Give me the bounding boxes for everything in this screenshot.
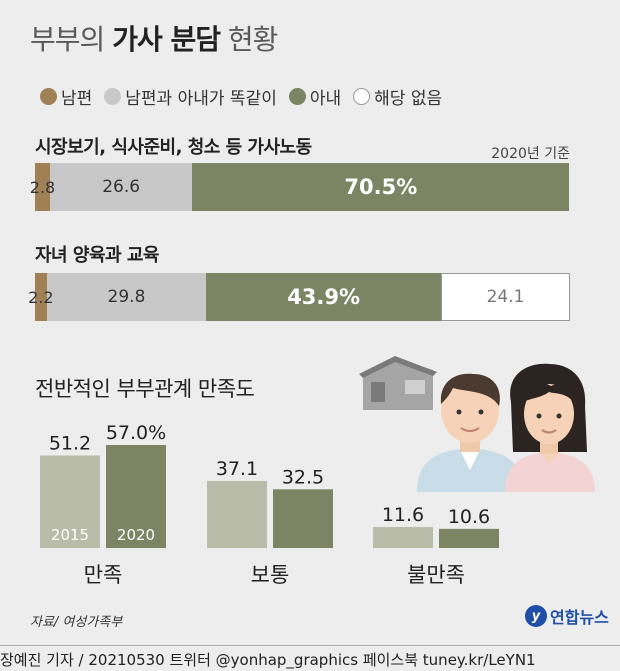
title-suffix: 현황: [219, 23, 279, 56]
satisfaction-title: 전반적인 부부관계 만족도: [35, 377, 255, 401]
row-label-childcare: 자녀 양육과 교육: [35, 245, 159, 266]
yonhap-logo: y 연합뉴스: [525, 604, 609, 628]
bar-segment: 70.5%: [192, 163, 570, 211]
satisfaction-chart: 51.2 2015 57.0% 2020 만족 37.1 32.5 보통 11.6 10.6 불만족: [40, 422, 499, 587]
legend-swatch: [104, 88, 122, 105]
bar-segment: 43.9%: [206, 273, 442, 321]
bar-value-label: 32.5: [282, 466, 324, 488]
bar-value-label: 29.8: [107, 287, 146, 307]
stacked-bar-housework: 2.8 26.6 70.5%: [30, 163, 570, 211]
legend-swatch: [353, 88, 371, 105]
bar-segment: 2.2: [28, 273, 54, 321]
category-label: 불만족: [407, 563, 465, 587]
legend-item-husband: 남편: [40, 84, 92, 109]
logo-mark-icon: y: [525, 605, 547, 627]
legend-label: 남편: [61, 89, 93, 109]
stacked-bar-childcare: 2.2 29.8 43.9% 24.1: [28, 273, 570, 321]
source-text: 자료/ 여성가족부: [30, 615, 123, 630]
bar-value-label: 2.8: [29, 177, 56, 197]
legend-swatch: [288, 88, 306, 105]
legend: 남편 남편과 아내가 똑같이 아내 해당 없음: [40, 84, 454, 109]
legend-item-both: 남편과 아내가 똑같이: [104, 84, 277, 109]
bar: [373, 527, 433, 548]
legend-item-na: 해당 없음: [353, 84, 442, 109]
year-note: 2020년 기준: [491, 146, 570, 162]
bar-value-label: 11.6: [382, 504, 424, 526]
bar-segment: 24.1: [441, 273, 570, 321]
bar: [439, 528, 499, 548]
legend-label: 아내: [309, 89, 342, 109]
series-label: 2020: [117, 526, 155, 544]
bar-value-label: 43.9%: [287, 285, 361, 309]
bar-segment: 26.6: [49, 163, 193, 211]
legend-label: 해당 없음: [374, 89, 443, 109]
bar: [273, 489, 333, 548]
house-icon: [359, 356, 437, 410]
title-prefix: 부부의: [30, 23, 113, 56]
bar-value-label: 10.6: [448, 506, 490, 528]
footer-credit: 장예진 기자 / 20210530 트위터 @yonhap_graphics 페…: [0, 651, 536, 669]
bar-segment: 29.8: [46, 273, 207, 321]
legend-item-wife: 아내: [288, 84, 342, 109]
man-icon: [417, 373, 523, 492]
bar-value-label: 2.2: [28, 287, 54, 307]
logo-text: 연합뉴스: [550, 608, 609, 627]
bar: [207, 480, 267, 548]
bar: [40, 455, 100, 548]
bar-value-label: 51.2: [49, 432, 91, 454]
page-title: 부부의 가사 분담 현황: [30, 18, 279, 58]
woman-icon: [505, 363, 595, 492]
category-label: 만족: [84, 563, 123, 587]
bar-segment: 2.8: [30, 163, 55, 211]
bar-value-label: 57.0%: [106, 422, 166, 444]
footer-divider: [0, 645, 620, 646]
category-label: 보통: [251, 563, 290, 587]
couple-house-illustration: [359, 356, 595, 492]
bar-value-label: 70.5%: [344, 175, 418, 199]
series-label: 2015: [51, 526, 89, 544]
bar-value-label: 26.6: [102, 177, 141, 197]
legend-label: 남편과 아내가 똑같이: [125, 89, 277, 109]
bar-value-label: 24.1: [486, 287, 525, 307]
bar: [106, 445, 166, 548]
legend-swatch: [40, 88, 57, 105]
row-label-housework: 시장보기, 식사준비, 청소 등 가사노동: [35, 137, 312, 158]
title-bold: 가사 분담: [112, 23, 221, 56]
bar-value-label: 37.1: [216, 458, 258, 480]
